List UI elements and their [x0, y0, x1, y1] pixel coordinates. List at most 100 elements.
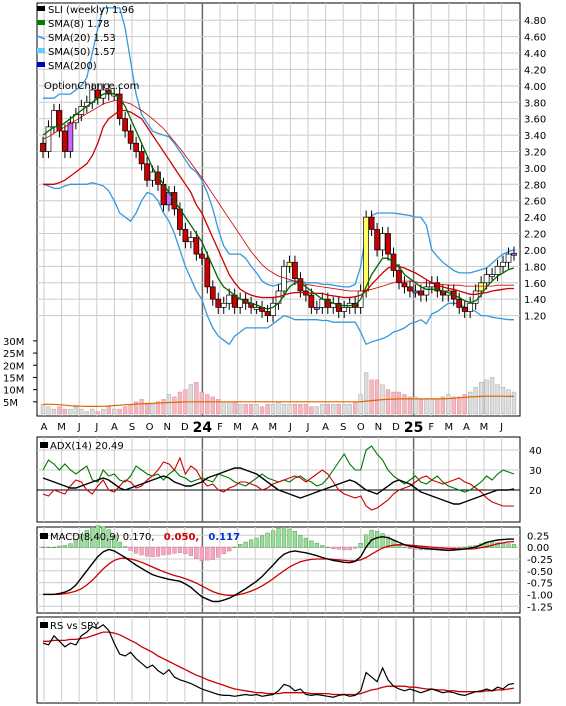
macd-histogram-bar [336, 546, 341, 550]
x-tick-label: J [306, 422, 310, 433]
macd-histogram-bar [402, 546, 407, 548]
volume-bar [500, 386, 506, 415]
macd-signal-line [43, 540, 515, 597]
candle-body [500, 261, 506, 267]
macd-y-tick: -0.75 [527, 579, 553, 590]
macd-histogram-bar [331, 546, 336, 549]
macd-histogram-bar [320, 545, 325, 548]
volume-bar [451, 396, 456, 415]
volume-bar [227, 401, 232, 415]
candle-body [401, 282, 408, 288]
macd-legend-signal-value: 0.050, [164, 532, 199, 543]
volume-bar [314, 406, 320, 415]
candle-body [483, 274, 490, 284]
volume-bar [243, 404, 248, 415]
candle-body [478, 282, 484, 292]
price-y-tick: 2.20 [524, 230, 546, 241]
volume-bar [270, 404, 276, 415]
x-tick-label: D [181, 422, 189, 433]
candle-body [215, 298, 222, 308]
price-y-tick: 2.80 [524, 180, 546, 191]
macd-histogram-bar [457, 546, 462, 549]
volume-bar [210, 396, 215, 415]
adx-y-tick: 40 [529, 446, 542, 457]
volume-average-line [43, 395, 514, 407]
volume-bar [150, 404, 155, 415]
candle-body [511, 252, 517, 256]
macd-histogram-bar [265, 532, 270, 548]
candle-body [45, 126, 52, 152]
macd-y-axis: 0.250.00-0.25-0.50-0.75-1.00-1.25 [527, 531, 553, 613]
rs-panel-frame [36, 616, 521, 704]
x-tick-label: A [252, 422, 259, 433]
macd-y-tick: -1.25 [527, 602, 553, 613]
legend-entry: SMA(8) 1.78 [48, 19, 109, 30]
macd-histogram-bar [128, 546, 133, 551]
adx-panel-frame [36, 436, 521, 523]
adx-legend: ADX(14) 20.49 [50, 441, 124, 452]
macd-histogram-bar [95, 525, 100, 548]
candle-body [467, 302, 474, 312]
macd-y-tick: -1.00 [527, 590, 553, 601]
volume-y-tick: 15M [3, 373, 24, 384]
volume-bar [84, 411, 89, 415]
minus-di-line [42, 456, 514, 511]
x-tick-label: A [111, 422, 118, 433]
macd-y-tick: 0.00 [527, 543, 549, 554]
legend-entry: SMA(50) 1.57 [48, 47, 116, 58]
candle-body [494, 266, 501, 275]
x-tick-label: 25 [404, 420, 423, 436]
candle-body [264, 311, 271, 316]
volume-bar [90, 408, 95, 415]
x-tick-label: O [146, 422, 154, 433]
candle-body [188, 237, 194, 243]
candle-body [461, 307, 468, 312]
macd-histogram [40, 525, 517, 561]
macd-histogram-bar [243, 541, 248, 548]
macd-histogram-bar [150, 546, 155, 557]
volume-bar [40, 404, 46, 415]
macd-histogram-bar [281, 527, 287, 548]
candle-body [149, 171, 156, 181]
candle-body [144, 163, 150, 181]
macd-histogram-bar [90, 527, 95, 548]
volume-bar [446, 394, 451, 415]
volume-bar [396, 391, 402, 415]
volume-bar [413, 396, 418, 415]
price-y-tick: 4.00 [524, 82, 546, 93]
price-y-tick: 3.40 [524, 131, 546, 142]
candle-body [324, 298, 331, 308]
candle-body [418, 290, 424, 296]
x-tick-label: A [322, 422, 329, 433]
bollinger-bands [42, 7, 515, 346]
macd-histogram-bar [51, 546, 57, 548]
volume-bar [347, 404, 352, 415]
price-y-tick: 3.60 [524, 115, 546, 126]
x-tick-label: O [357, 422, 365, 433]
candle-body [505, 253, 512, 263]
macd-histogram-bar [106, 529, 111, 548]
macd-histogram-bar [62, 545, 68, 548]
macd-histogram-bar [232, 546, 237, 548]
macd-histogram-bar [227, 546, 232, 552]
volume-bar [495, 384, 500, 415]
candle-body [434, 282, 441, 292]
x-axis-labels: A M J J A S O N D 24 F M A M J J A S O N D 25 F M A M J [41, 420, 503, 436]
candle-body [193, 237, 200, 255]
candle-body [335, 302, 342, 312]
volume-bar [407, 396, 413, 415]
macd-panel: 0.250.00-0.25-0.50-0.75-1.00-1.25 MACD(8… [36, 525, 553, 614]
volume-bar [462, 394, 467, 415]
macd-histogram-bar [177, 546, 183, 553]
macd-legend: MACD(8,40,9) 0.170, 0.050, 0.117 [50, 532, 240, 543]
price-y-tick: 2.60 [524, 197, 546, 208]
price-y-tick: 3.20 [524, 147, 546, 158]
macd-histogram-bar [270, 530, 276, 548]
volume-bar [166, 394, 172, 415]
macd-histogram-bar [183, 546, 188, 555]
macd-histogram-bar [144, 546, 150, 557]
volume-bar [374, 379, 380, 415]
legend-swatch [36, 35, 46, 40]
volume-bars [40, 372, 517, 415]
macd-histogram-bar [139, 546, 144, 556]
